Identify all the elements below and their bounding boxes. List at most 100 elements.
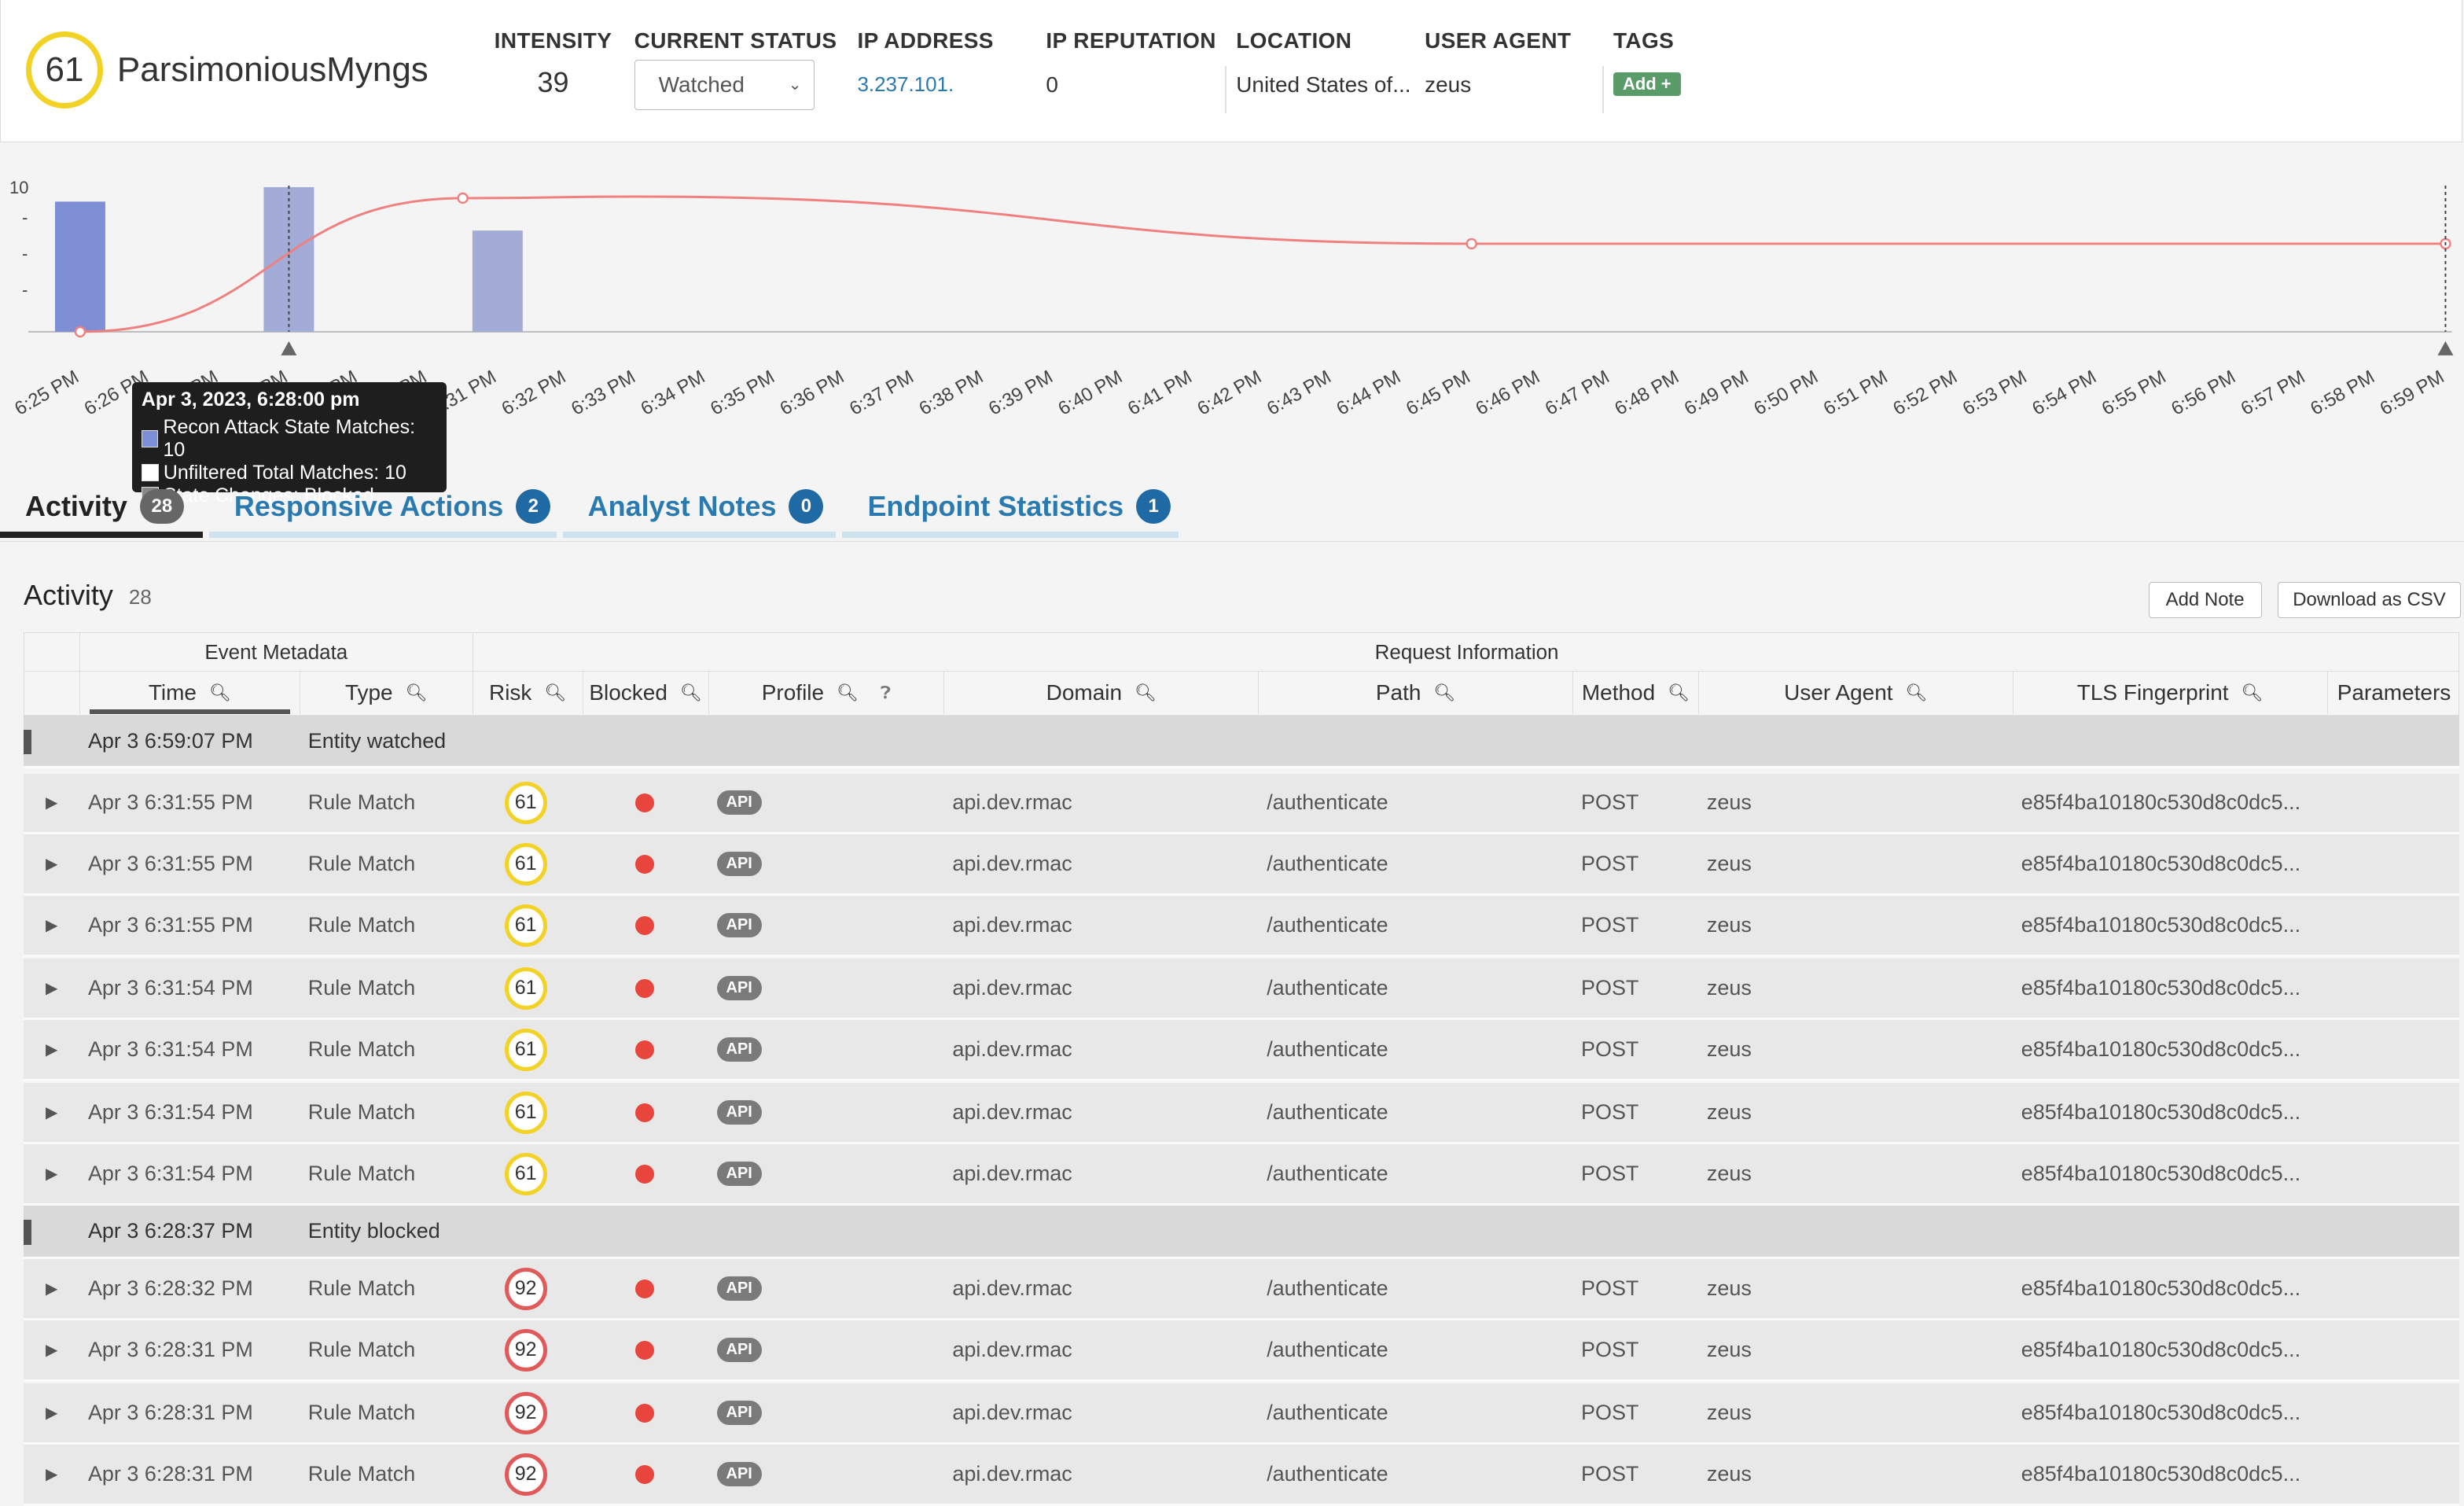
expand-caret-icon[interactable]: ▶ (45, 1041, 58, 1059)
status-select[interactable]: Watched ⌄ (634, 59, 815, 110)
tab-underline (842, 531, 1179, 538)
table-row[interactable]: ▶ Apr 3 6:28:31 PM Rule Match 92 API api.dev.… (23, 1383, 2460, 1445)
tags-field: TAGS Add + (1613, 28, 1681, 96)
col-method[interactable]: Method 🔍︎ (1572, 671, 1698, 714)
row-path: /authenticate (1267, 1162, 1388, 1186)
row-domain: api.dev.rmac (952, 1276, 1072, 1301)
x-tick-label: 6:48 PM (1611, 366, 1683, 420)
tooltip-row: Recon Attack State Matches: 10 (141, 416, 437, 462)
row-user-agent: zeus (1706, 1100, 1752, 1125)
tab-analyst-notes[interactable]: Analyst Notes 0 (588, 475, 824, 538)
search-icon[interactable]: 🔍︎ (679, 682, 702, 702)
col-domain[interactable]: Domain 🔍︎ (943, 671, 1258, 714)
table-row[interactable]: ▶ Apr 3 6:31:54 PM Rule Match 61 API api.dev.… (23, 1083, 2460, 1145)
expand-caret-icon[interactable]: ▶ (45, 794, 58, 812)
x-tick-label: 6:32 PM (498, 366, 570, 420)
row-time: Apr 3 6:59:07 PM (87, 728, 253, 753)
row-time: Apr 3 6:28:31 PM (87, 1401, 253, 1425)
table-row[interactable]: ▶ Apr 3 6:31:54 PM Rule Match 61 API api.dev.… (23, 1144, 2460, 1206)
chart-marker-triangle (281, 341, 297, 355)
row-user-agent: zeus (1706, 1462, 1752, 1486)
profile-badge: API (716, 913, 762, 938)
table-row[interactable]: ▶ Apr 3 6:31:54 PM Rule Match 61 API api.dev.… (23, 1020, 2460, 1082)
search-icon[interactable]: 🔍︎ (1135, 682, 1157, 702)
x-tick-label: 6:40 PM (1054, 366, 1126, 420)
expand-caret-icon[interactable]: ▶ (45, 856, 58, 874)
search-icon[interactable]: 🔍︎ (405, 682, 428, 702)
profile-badge: API (716, 852, 762, 877)
col-time[interactable]: Time 🔍︎ (79, 671, 300, 714)
table-row[interactable]: ▶ Apr 3 6:31:54 PM Rule Match 61 API api.dev.… (23, 959, 2460, 1021)
col-user-agent[interactable]: User Agent 🔍︎ (1697, 671, 2013, 714)
expand-caret-icon[interactable]: ▶ (45, 1466, 58, 1484)
row-method: POST (1580, 976, 1639, 1000)
row-method: POST (1580, 1276, 1639, 1301)
x-tick-label: 6:54 PM (2028, 366, 2100, 420)
status-value: Watched (658, 72, 745, 97)
profile-badge: API (716, 790, 762, 816)
search-icon[interactable]: 🔍︎ (544, 682, 567, 702)
col-label: Path (1375, 679, 1421, 705)
search-icon[interactable]: 🔍︎ (1433, 682, 1456, 702)
x-tick-label: 6:37 PM (846, 366, 918, 420)
x-tick-label: 6:58 PM (2307, 366, 2378, 420)
add-note-button[interactable]: Add Note (2148, 581, 2262, 618)
x-tick-label: 6:34 PM (638, 366, 709, 420)
tooltip-title: Apr 3, 2023, 6:28:00 pm (141, 388, 360, 411)
x-tick-label: 6:52 PM (1889, 366, 1961, 420)
tab-endpoint-statistics[interactable]: Endpoint Statistics 1 (867, 475, 1171, 538)
search-icon[interactable]: 🔍︎ (1668, 682, 1690, 702)
table-row[interactable]: ▶ Apr 3 6:31:55 PM Rule Match 61 API api.dev.… (23, 834, 2460, 897)
status-label: CURRENT STATUS (634, 28, 837, 53)
col-type[interactable]: Type 🔍︎ (299, 671, 473, 714)
expand-caret-icon[interactable]: ▶ (45, 1165, 58, 1184)
row-tls-fingerprint: e85f4ba10180c530d8c0dc5... (2021, 1100, 2301, 1125)
tab-count-badge: 2 (516, 488, 551, 524)
row-user-agent: zeus (1706, 913, 1752, 937)
col-label: Blocked (589, 679, 667, 705)
table-row[interactable]: ▶ Apr 3 6:31:55 PM Rule Match 61 API api.dev.… (23, 773, 2460, 835)
add-tag-button[interactable]: Add + (1613, 72, 1681, 96)
entity-state-row[interactable]: Apr 3 6:59:07 PM Entity watched (23, 715, 2460, 769)
blocked-status-dot (634, 854, 654, 874)
expand-caret-icon[interactable]: ▶ (45, 1342, 58, 1360)
ip-link[interactable]: 3.237.101. (857, 72, 954, 96)
legend-swatch (141, 464, 159, 482)
search-icon[interactable]: 🔍︎ (2241, 682, 2264, 702)
expand-caret-icon[interactable]: ▶ (45, 980, 58, 998)
entity-state-row[interactable]: Apr 3 6:28:37 PM Entity blocked (23, 1206, 2460, 1260)
table-row[interactable]: ▶ Apr 3 6:28:31 PM Rule Match 92 API api.dev.… (23, 1445, 2460, 1506)
col-tls-fingerprint[interactable]: TLS Fingerprint 🔍︎ (2012, 671, 2327, 714)
search-icon[interactable]: 🔍︎ (837, 682, 859, 702)
col-profile[interactable]: Profile 🔍︎ ❓︎ (708, 671, 944, 714)
col-parameters[interactable]: Parameters (2326, 671, 2461, 714)
search-icon[interactable]: 🔍︎ (1905, 682, 1928, 702)
table-row[interactable]: ▶ Apr 3 6:28:32 PM Rule Match 92 API api.dev.… (23, 1259, 2460, 1321)
col-label: Profile (761, 679, 825, 705)
row-user-agent: zeus (1706, 1037, 1752, 1062)
y-tick-mark: - (22, 208, 28, 227)
expand-caret-icon[interactable]: ▶ (45, 1104, 58, 1122)
download-csv-button[interactable]: Download as CSV (2277, 581, 2462, 618)
tab-activity[interactable]: Activity 28 (25, 475, 184, 538)
row-tls-fingerprint: e85f4ba10180c530d8c0dc5... (2021, 1401, 2301, 1425)
table-group-header: Event Metadata Request Information (23, 631, 2460, 672)
row-tls-fingerprint: e85f4ba10180c530d8c0dc5... (2021, 976, 2301, 1000)
tooltip-state-changes: State Changes: Blocked (163, 484, 374, 506)
activity-chart[interactable]: 10---6:25 PM6:26 PM6:27 PM6:28 PM6:29 PM… (0, 145, 2464, 506)
expand-caret-icon[interactable]: ▶ (45, 1405, 58, 1423)
risk-score-badge: 61 (504, 904, 547, 947)
col-label: Type (344, 679, 393, 705)
expand-caret-icon[interactable]: ▶ (45, 917, 58, 935)
expand-caret-icon[interactable]: ▶ (45, 1280, 58, 1298)
tab-responsive-actions[interactable]: Responsive Actions 2 (234, 475, 551, 538)
col-label: Method (1581, 679, 1656, 705)
table-row[interactable]: ▶ Apr 3 6:31:55 PM Rule Match 61 API api.dev.… (23, 896, 2460, 958)
help-icon[interactable]: ❓︎ (880, 682, 892, 702)
col-blocked[interactable]: Blocked 🔍︎ (582, 671, 708, 714)
row-path: /authenticate (1267, 1100, 1388, 1125)
table-row[interactable]: ▶ Apr 3 6:28:31 PM Rule Match 92 API api.dev.… (23, 1320, 2460, 1383)
col-path[interactable]: Path 🔍︎ (1258, 671, 1572, 714)
search-icon[interactable]: 🔍︎ (208, 682, 231, 702)
col-risk[interactable]: Risk 🔍︎ (472, 671, 583, 714)
